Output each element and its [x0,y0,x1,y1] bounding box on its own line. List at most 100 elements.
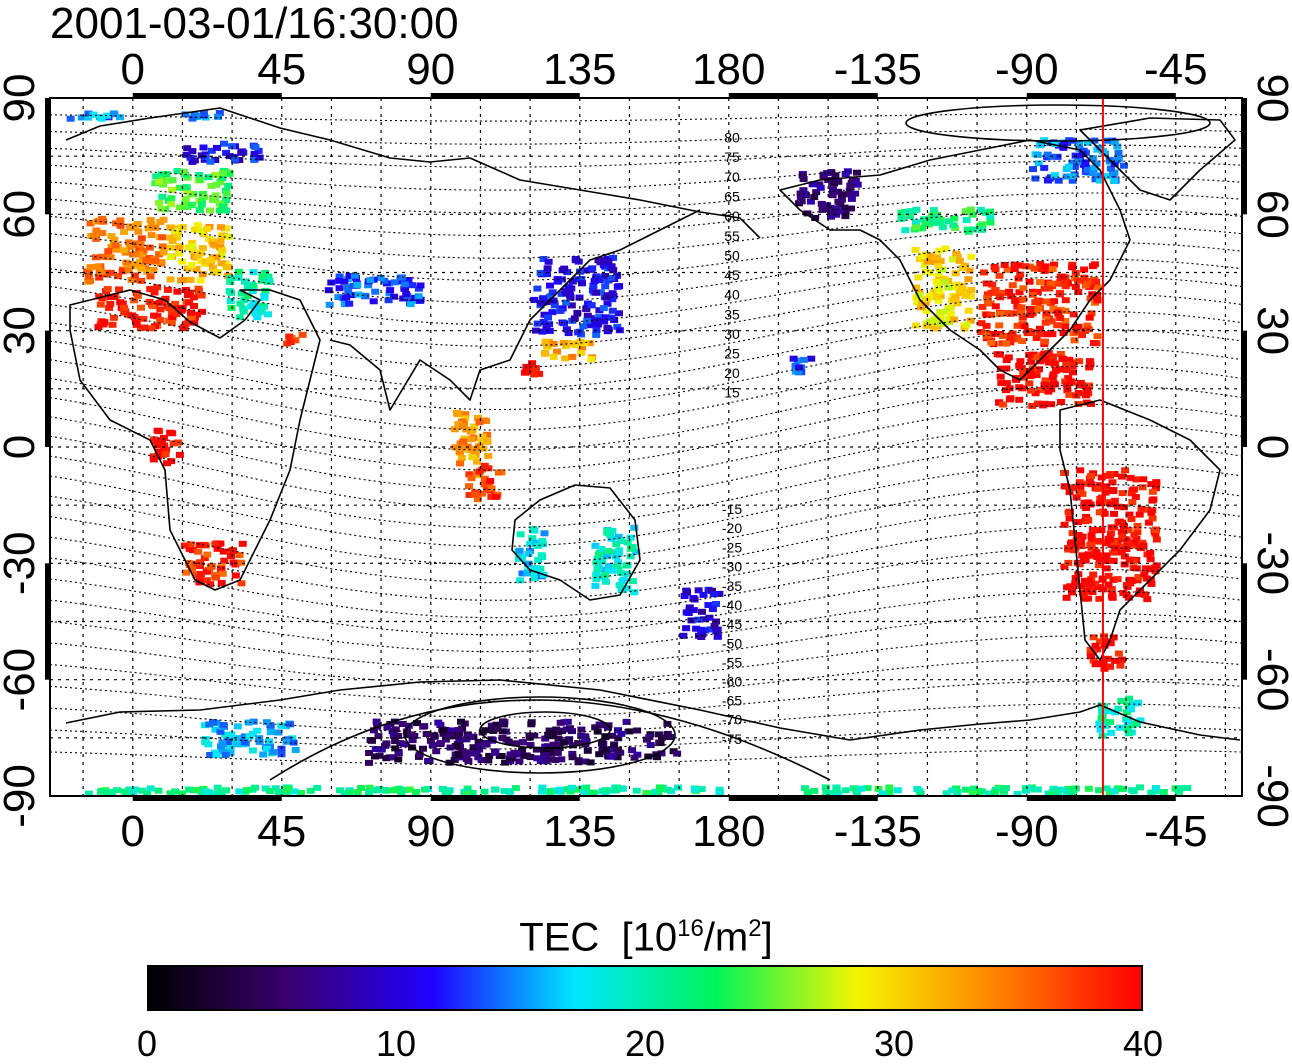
tec-cell [451,743,460,750]
mlat-label: -35 [722,578,742,594]
tec-cell [1061,318,1070,324]
tec-cell [214,113,222,120]
tec-cell [1068,586,1077,593]
tec-cell [167,308,176,315]
tec-cell [974,787,983,794]
mlat-contour [50,275,1242,347]
tec-cell [1093,554,1102,560]
tec-cell [595,307,604,314]
tec-cell [1103,708,1112,714]
tec-cell [581,733,590,740]
tec-cell [340,301,349,308]
tec-cell [559,739,568,746]
tec-cell [812,189,821,196]
tec-cell [694,616,703,623]
tec-cell [1041,263,1050,270]
mlat-contour [50,483,1242,566]
tec-cell [468,789,477,796]
tec-cell [934,263,943,270]
tec-cell [598,743,607,750]
tec-cell [175,451,184,458]
tec-cell [220,557,229,564]
tec-cell [386,721,395,727]
y-tick-right: -90 [1248,764,1292,828]
tec-cell [231,156,239,163]
tec-cell [1036,261,1045,267]
tec-cell [612,787,621,794]
tec-cell [913,299,922,306]
tec-cell [198,308,207,315]
tec-cell [530,732,539,739]
tec-cell [1118,656,1127,663]
tec-cell [226,750,235,757]
tec-cell [478,433,487,440]
tec-cell [1057,399,1065,405]
tec-cell [1089,634,1098,641]
tec-cell [515,758,524,765]
plot-timestamp: 2001-03-01/16:30:00 [50,0,459,48]
tec-cell [420,723,429,730]
tec-cell [845,187,854,194]
tec-cell [592,571,601,578]
tec-cell [1114,503,1122,510]
tec-cell [608,290,617,297]
tec-cell [102,789,111,796]
tec-cell [190,303,198,309]
tec-cell [965,267,974,274]
mlat-contour [50,293,1242,369]
tec-cell [1033,151,1042,158]
tec-cell [1025,351,1034,358]
tec-cell [168,237,177,244]
tec-cell [600,318,609,325]
tec-cell [237,290,246,297]
tec-cell [846,191,855,198]
tec-cell [918,225,926,232]
tec-cell [1120,553,1129,560]
tec-cell [1026,305,1035,312]
tec-cell [1102,552,1111,559]
tec-cell [158,243,167,250]
tec-cell [1033,786,1042,793]
tec-cell [604,563,613,569]
tec-cell [682,625,691,632]
tec-cell [568,784,577,791]
tec-cell [465,483,473,490]
tec-cell [936,219,945,226]
tec-cell [545,327,554,334]
tec-cell [834,188,843,195]
tec-cell [504,738,513,745]
tec-cell [1096,726,1105,733]
tec-cell [517,555,526,562]
tec-cell [405,786,414,793]
tec-cell [1059,144,1068,151]
tec-cell [593,566,602,572]
tec-cell [1013,790,1022,796]
tec-cell [616,538,625,544]
tec-cell [264,311,272,318]
tec-cell [486,478,495,484]
tec-cell [145,255,154,261]
tec-cell [229,559,238,566]
tec-cell [1062,594,1071,601]
tec-cell [1042,313,1051,320]
tec-cell [145,244,154,251]
mlat-contour [50,241,1242,304]
tec-cell [1109,487,1118,493]
frame-bar-right [1242,330,1247,447]
tec-cell [578,344,586,351]
tec-cell [1149,496,1158,503]
tec-cell [1127,490,1136,497]
tec-cell [109,110,118,117]
tec-cell [840,204,849,211]
tec-cell [247,303,256,310]
tec-cell [1135,511,1144,518]
tec-cell [394,733,403,739]
tec-cell [1068,173,1077,180]
tec-cell [906,213,914,220]
tec-cell [983,298,992,305]
lat-lon-grid [50,98,1242,796]
mlat-label: -60 [722,674,742,690]
tec-cell [1068,530,1077,537]
tec-cell [226,298,235,304]
y-tick-left: 60 [0,190,44,239]
